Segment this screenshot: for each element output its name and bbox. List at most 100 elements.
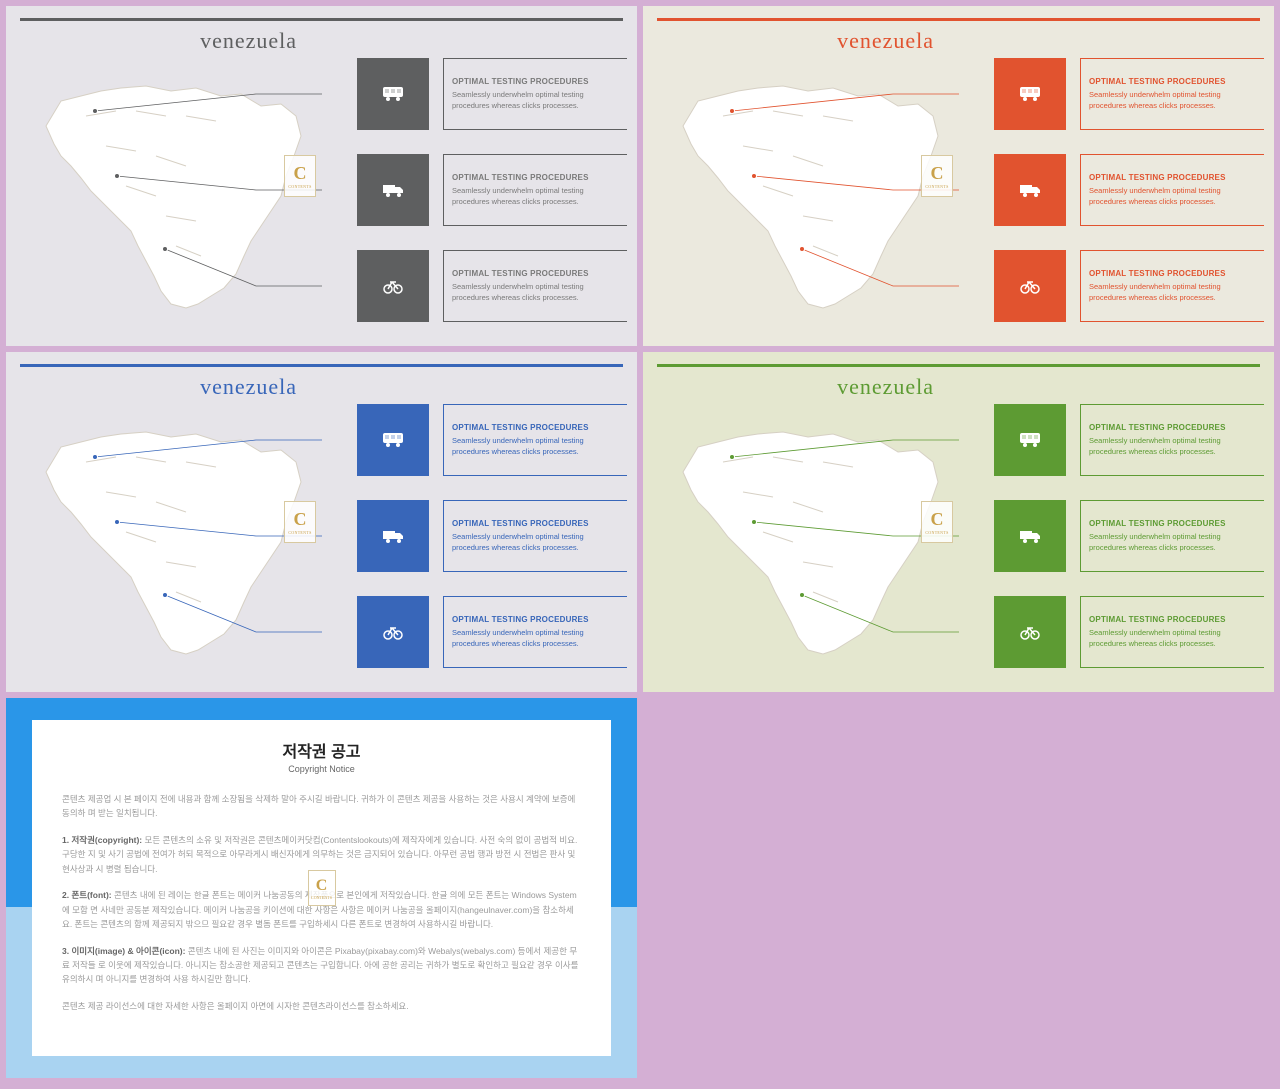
text-box: OPTIMAL TESTING PROCEDURES Seamlessly un…: [443, 58, 627, 130]
map-point-1: [92, 454, 98, 460]
bus-icon: [382, 432, 404, 448]
bus-icon: [1019, 432, 1041, 448]
info-row-3: OPTIMAL TESTING PROCEDURES Seamlessly un…: [357, 596, 627, 668]
connector-line-3: [643, 6, 963, 326]
item-body: Seamlessly underwhelm optimal testing pr…: [1089, 282, 1256, 303]
item-body: Seamlessly underwhelm optimal testing pr…: [452, 186, 619, 207]
copyright-paragraph-1: 콘텐츠 제공업 시 본 페이지 전에 내용과 함께 소장됨을 삭제하 말아 주시…: [62, 792, 581, 821]
logo-subtext: CONTENTS: [311, 895, 332, 900]
item-body: Seamlessly underwhelm optimal testing pr…: [452, 628, 619, 649]
text-box: OPTIMAL TESTING PROCEDURES Seamlessly un…: [1080, 404, 1264, 476]
icon-box: [357, 250, 429, 322]
connector-line-3: [6, 352, 326, 672]
info-row-2: OPTIMAL TESTING PROCEDURES Seamlessly un…: [357, 500, 627, 572]
map-point-2: [751, 519, 757, 525]
item-heading: OPTIMAL TESTING PROCEDURES: [452, 269, 619, 278]
connector-line-3: [6, 6, 326, 326]
slide-blue: venezuela C CONTENTS OPTIMAL TESTING PRO…: [6, 352, 637, 692]
info-row-3: OPTIMAL TESTING PROCEDURES Seamlessly un…: [994, 250, 1264, 322]
info-row-3: OPTIMAL TESTING PROCEDURES Seamlessly un…: [994, 596, 1264, 668]
text-box: OPTIMAL TESTING PROCEDURES Seamlessly un…: [1080, 500, 1264, 572]
map-point-3: [162, 246, 168, 252]
logo-letter: C: [316, 877, 328, 895]
text-box: OPTIMAL TESTING PROCEDURES Seamlessly un…: [443, 596, 627, 668]
copyright-panel: 저작권 공고 Copyright Notice 콘텐츠 제공업 시 본 페이지 …: [32, 720, 611, 1056]
truck-icon: [382, 528, 404, 544]
icon-box: [357, 404, 429, 476]
logo-subtext: CONTENTS: [288, 530, 311, 535]
item-heading: OPTIMAL TESTING PROCEDURES: [1089, 615, 1256, 624]
text-box: OPTIMAL TESTING PROCEDURES Seamlessly un…: [443, 404, 627, 476]
watermark-logo: C CONTENTS: [284, 501, 316, 543]
icon-box: [357, 154, 429, 226]
copyright-slide: 저작권 공고 Copyright Notice 콘텐츠 제공업 시 본 페이지 …: [6, 698, 637, 1078]
info-row-1: OPTIMAL TESTING PROCEDURES Seamlessly un…: [357, 404, 627, 476]
info-row-1: OPTIMAL TESTING PROCEDURES Seamlessly un…: [994, 404, 1264, 476]
item-heading: OPTIMAL TESTING PROCEDURES: [1089, 423, 1256, 432]
icon-box: [994, 596, 1066, 668]
item-body: Seamlessly underwhelm optimal testing pr…: [452, 532, 619, 553]
logo-letter: C: [931, 509, 944, 530]
info-row-2: OPTIMAL TESTING PROCEDURES Seamlessly un…: [357, 154, 627, 226]
slide-orange: venezuela C CONTENTS OPTIMAL TESTING PRO…: [643, 6, 1274, 346]
watermark-logo: C CONTENTS: [284, 155, 316, 197]
item-body: Seamlessly underwhelm optimal testing pr…: [1089, 436, 1256, 457]
truck-icon: [382, 182, 404, 198]
item-body: Seamlessly underwhelm optimal testing pr…: [452, 282, 619, 303]
bus-icon: [382, 86, 404, 102]
slide-gray: venezuela C CONTENTS OPTIMAL TESTING PRO…: [6, 6, 637, 346]
truck-icon: [1019, 182, 1041, 198]
item-heading: OPTIMAL TESTING PROCEDURES: [1089, 173, 1256, 182]
item-body: Seamlessly underwhelm optimal testing pr…: [1089, 532, 1256, 553]
logo-letter: C: [931, 163, 944, 184]
text-box: OPTIMAL TESTING PROCEDURES Seamlessly un…: [1080, 250, 1264, 322]
watermark-logo: C CONTENTS: [921, 501, 953, 543]
icon-box: [357, 500, 429, 572]
icon-box: [994, 500, 1066, 572]
info-row-2: OPTIMAL TESTING PROCEDURES Seamlessly un…: [994, 500, 1264, 572]
map-point-1: [729, 454, 735, 460]
truck-icon: [1019, 528, 1041, 544]
map-point-3: [799, 592, 805, 598]
text-box: OPTIMAL TESTING PROCEDURES Seamlessly un…: [443, 154, 627, 226]
info-row-3: OPTIMAL TESTING PROCEDURES Seamlessly un…: [357, 250, 627, 322]
empty-cell: [643, 698, 1274, 1078]
item-heading: OPTIMAL TESTING PROCEDURES: [452, 519, 619, 528]
copyright-paragraph-4: 3. 이미지(image) & 아이콘(icon): 콘텐츠 내에 된 사진는 …: [62, 944, 581, 987]
item-body: Seamlessly underwhelm optimal testing pr…: [1089, 628, 1256, 649]
map-point-3: [799, 246, 805, 252]
info-row-2: OPTIMAL TESTING PROCEDURES Seamlessly un…: [994, 154, 1264, 226]
logo-letter: C: [294, 163, 307, 184]
map-point-1: [729, 108, 735, 114]
logo-subtext: CONTENTS: [925, 530, 948, 535]
watermark-logo: C CONTENTS: [921, 155, 953, 197]
copyright-paragraph-5: 콘텐츠 제공 라이선스에 대한 자세한 사항은 올페이지 아면에 시자한 콘텐츠…: [62, 999, 581, 1013]
slide-green: venezuela C CONTENTS OPTIMAL TESTING PRO…: [643, 352, 1274, 692]
bicycle-icon: [383, 624, 403, 640]
copyright-title: 저작권 공고: [62, 738, 581, 762]
icon-box: [994, 58, 1066, 130]
logo-subtext: CONTENTS: [925, 184, 948, 189]
item-heading: OPTIMAL TESTING PROCEDURES: [452, 423, 619, 432]
text-box: OPTIMAL TESTING PROCEDURES Seamlessly un…: [1080, 154, 1264, 226]
icon-box: [994, 250, 1066, 322]
bus-icon: [1019, 86, 1041, 102]
item-heading: OPTIMAL TESTING PROCEDURES: [1089, 77, 1256, 86]
text-box: OPTIMAL TESTING PROCEDURES Seamlessly un…: [1080, 58, 1264, 130]
watermark-logo: C CONTENTS: [308, 870, 336, 906]
item-heading: OPTIMAL TESTING PROCEDURES: [452, 615, 619, 624]
item-body: Seamlessly underwhelm optimal testing pr…: [1089, 186, 1256, 207]
item-heading: OPTIMAL TESTING PROCEDURES: [1089, 519, 1256, 528]
text-box: OPTIMAL TESTING PROCEDURES Seamlessly un…: [443, 500, 627, 572]
item-heading: OPTIMAL TESTING PROCEDURES: [452, 77, 619, 86]
info-row-1: OPTIMAL TESTING PROCEDURES Seamlessly un…: [994, 58, 1264, 130]
map-point-2: [114, 519, 120, 525]
info-row-1: OPTIMAL TESTING PROCEDURES Seamlessly un…: [357, 58, 627, 130]
icon-box: [994, 154, 1066, 226]
text-box: OPTIMAL TESTING PROCEDURES Seamlessly un…: [443, 250, 627, 322]
item-heading: OPTIMAL TESTING PROCEDURES: [1089, 269, 1256, 278]
icon-box: [994, 404, 1066, 476]
map-point-2: [114, 173, 120, 179]
map-point-2: [751, 173, 757, 179]
copyright-subtitle: Copyright Notice: [62, 764, 581, 774]
